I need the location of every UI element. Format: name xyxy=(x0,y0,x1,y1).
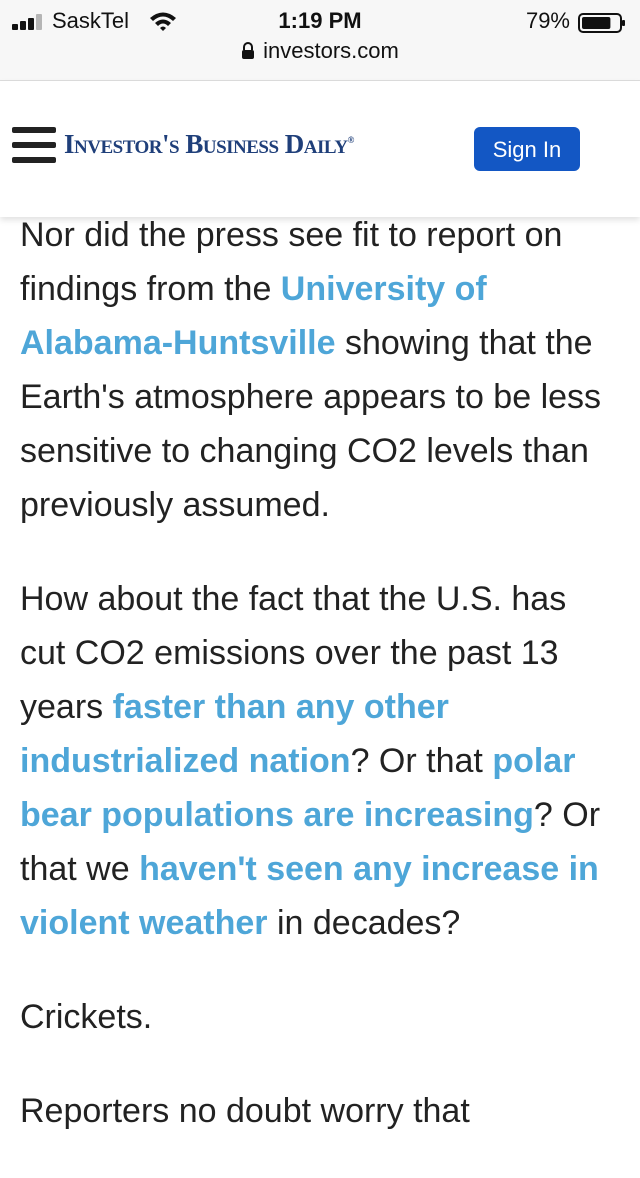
sign-in-button[interactable]: Sign In xyxy=(474,127,580,171)
uah-study-link[interactable]: University of Alabama-Huntsville xyxy=(20,270,487,362)
lock-icon xyxy=(242,42,255,59)
violent-weather-link[interactable]: haven't seen any increase in violent wea… xyxy=(20,850,599,942)
article-paragraph: How about the fact that the U.S. has cut… xyxy=(20,572,620,950)
paragraph-text: showing that the Earth's atmosphere appe… xyxy=(20,324,602,524)
wifi-icon xyxy=(150,12,176,31)
article-paragraph: Reporters no doubt worry that xyxy=(20,1092,470,1130)
browser-status-bar: SaskTel 1:19 PM 79% investors.com xyxy=(0,0,640,81)
logo-text: Investor's Business Daily xyxy=(64,129,348,159)
hamburger-menu-icon[interactable] xyxy=(12,127,56,167)
signal-icon xyxy=(12,14,48,30)
address-bar[interactable]: investors.com xyxy=(0,38,640,70)
article-body: Nor did the press see fit to report on f… xyxy=(20,208,620,1178)
page-url: investors.com xyxy=(263,38,399,63)
article-paragraph: Nor did the press see fit to report on f… xyxy=(20,208,620,532)
status-row: SaskTel 1:19 PM 79% xyxy=(0,6,640,36)
clock-time: 1:19 PM xyxy=(278,8,362,33)
emissions-link[interactable]: faster than any other industrialized nat… xyxy=(20,688,449,780)
site-header: Investor's Business Daily® Sign In xyxy=(0,81,640,217)
paragraph-text: How about the fact that the U.S. has cut… xyxy=(20,580,567,726)
site-logo[interactable]: Investor's Business Daily® xyxy=(64,129,354,159)
battery-icon xyxy=(578,13,625,33)
carrier-name: SaskTel xyxy=(52,8,130,33)
polar-bear-link[interactable]: polar bear populations are increasing xyxy=(20,742,576,834)
paragraph-text: ? Or that xyxy=(350,742,493,780)
paragraph-text: in decades? xyxy=(267,904,461,942)
paragraph-text: Nor did the press see fit to report on f… xyxy=(20,216,563,308)
paragraph-text: ? Or that we xyxy=(20,796,601,888)
article-paragraph: Crickets. xyxy=(20,998,153,1036)
battery-percent: 79% xyxy=(525,8,570,33)
